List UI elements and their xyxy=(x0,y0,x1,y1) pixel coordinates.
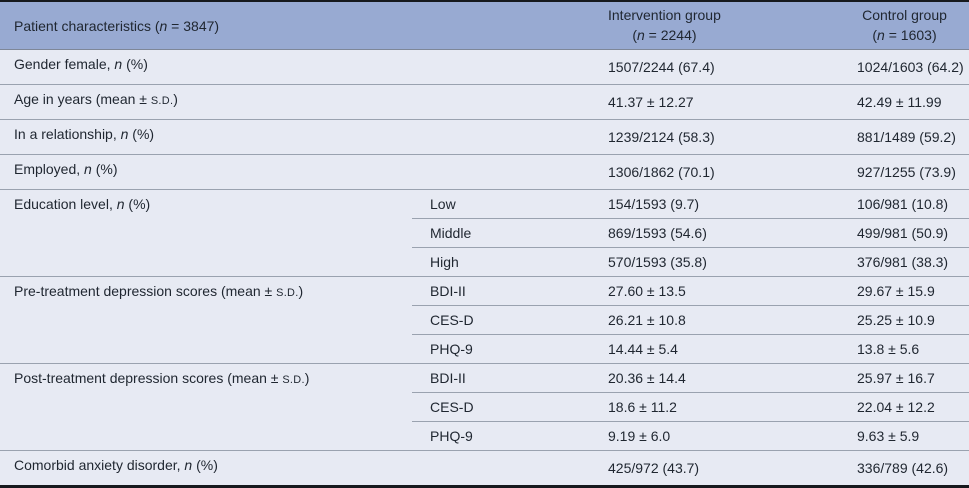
intervention-value-cell: 9.19 ± 6.0 xyxy=(590,421,840,451)
control-value-cell: 376/981 (38.3) xyxy=(840,247,969,277)
header-intervention-line1: Intervention group xyxy=(608,7,721,24)
control-value-cell: 927/1255 (73.9) xyxy=(840,154,969,190)
table-row: High 570/1593 (35.8) 376/981 (38.3) xyxy=(0,247,969,277)
header-control-group: Control group (n = 1603) xyxy=(840,1,969,50)
intervention-value-cell: 20.36 ± 14.4 xyxy=(590,363,840,393)
table-row: PHQ-9 14.44 ± 5.4 13.8 ± 5.6 xyxy=(0,334,969,364)
intervention-value-cell: 1306/1862 (70.1) xyxy=(590,154,840,190)
table-row: Comorbid anxiety disorder, n (%) 425/972 … xyxy=(0,450,969,487)
control-value-cell: 22.04 ± 12.2 xyxy=(840,392,969,422)
table-row: Middle 869/1593 (54.6) 499/981 (50.9) xyxy=(0,218,969,248)
table-row: Education level, n (%) Low 154/1593 (9.7) 1… xyxy=(0,189,969,277)
intervention-value-cell: 1507/2244 (67.4) xyxy=(590,49,840,85)
control-value-cell: 881/1489 (59.2) xyxy=(840,119,969,155)
intervention-value-cell: 570/1593 (35.8) xyxy=(590,247,840,277)
row-sub-cell: PHQ-9 xyxy=(412,334,590,364)
row-sub-cell: Low xyxy=(412,189,590,219)
table-row: Employed, n (%) 1306/1862 (70.1) 927/1255 … xyxy=(0,154,969,190)
intervention-value-cell: 869/1593 (54.6) xyxy=(590,218,840,248)
control-value-cell: 13.8 ± 5.6 xyxy=(840,334,969,364)
table-row: CES-D 18.6 ± 11.2 22.04 ± 12.2 xyxy=(0,392,969,422)
intervention-value-cell: 1239/2124 (58.3) xyxy=(590,119,840,155)
row-sub-cell: BDI-II xyxy=(412,363,590,393)
row-label-cell: Post-treatment depression scores (mean ±… xyxy=(0,363,412,451)
row-sub-cell xyxy=(412,84,590,120)
row-label-cell: In a relationship, n (%) xyxy=(0,119,412,155)
row-sub-cell xyxy=(412,119,590,155)
row-label-cell: Employed, n (%) xyxy=(0,154,412,190)
table-body: Gender female, n (%) 1507/2244 (67.4) 1024… xyxy=(0,49,969,487)
table-row: CES-D 26.21 ± 10.8 25.25 ± 10.9 xyxy=(0,305,969,335)
control-value-cell: 336/789 (42.6) xyxy=(840,450,969,487)
row-label-cell: Gender female, n (%) xyxy=(0,49,412,85)
row-sub-cell: CES-D xyxy=(412,392,590,422)
control-value-cell: 25.25 ± 10.9 xyxy=(840,305,969,335)
header-spacer-cell xyxy=(412,1,590,50)
control-value-cell: 106/981 (10.8) xyxy=(840,189,969,219)
row-label-cell: Pre-treatment depression scores (mean ± … xyxy=(0,276,412,364)
intervention-value-cell: 26.21 ± 10.8 xyxy=(590,305,840,335)
table-row: Pre-treatment depression scores (mean ± … xyxy=(0,276,969,364)
control-value-cell: 42.49 ± 11.99 xyxy=(840,84,969,120)
header-intervention-group: Intervention group (n = 2244) xyxy=(590,1,840,50)
control-value-cell: 29.67 ± 15.9 xyxy=(840,276,969,306)
row-sub-cell xyxy=(412,49,590,85)
intervention-value-cell: 425/972 (43.7) xyxy=(590,450,840,487)
row-sub-cell: High xyxy=(412,247,590,277)
control-value-cell: 499/981 (50.9) xyxy=(840,218,969,248)
row-sub-cell: CES-D xyxy=(412,305,590,335)
row-label-cell: Education level, n (%) xyxy=(0,189,412,277)
intervention-value-cell: 14.44 ± 5.4 xyxy=(590,334,840,364)
row-label-cell: Age in years (mean ± s.d.) xyxy=(0,84,412,120)
table-row: Age in years (mean ± s.d.) 41.37 ± 12.27 4… xyxy=(0,84,969,120)
table-row: Post-treatment depression scores (mean ±… xyxy=(0,363,969,451)
intervention-value-cell: 41.37 ± 12.27 xyxy=(590,84,840,120)
row-sub-cell: Middle xyxy=(412,218,590,248)
row-sub-cell xyxy=(412,154,590,190)
row-sub-cell: PHQ-9 xyxy=(412,421,590,451)
table-row: In a relationship, n (%) 1239/2124 (58.3)… xyxy=(0,119,969,155)
control-value-cell: 9.63 ± 5.9 xyxy=(840,421,969,451)
row-sub-cell: BDI-II xyxy=(412,276,590,306)
header-intervention-line2: (n = 2244) xyxy=(632,26,697,43)
control-value-cell: 25.97 ± 16.7 xyxy=(840,363,969,393)
intervention-value-cell: 154/1593 (9.7) xyxy=(590,189,840,219)
header-control-line2: (n = 1603) xyxy=(872,26,937,43)
table-row: Gender female, n (%) 1507/2244 (67.4) 1024… xyxy=(0,49,969,85)
row-sub-cell xyxy=(412,450,590,487)
header-characteristics: Patient characteristics (n = 3847) xyxy=(0,1,412,50)
row-label-cell: Comorbid anxiety disorder, n (%) xyxy=(0,450,412,487)
table-header-row: Patient characteristics (n = 3847) Inter… xyxy=(0,1,969,50)
control-value-cell: 1024/1603 (64.2) xyxy=(840,49,969,85)
header-control-line1: Control group xyxy=(862,7,947,24)
intervention-value-cell: 27.60 ± 13.5 xyxy=(590,276,840,306)
intervention-value-cell: 18.6 ± 11.2 xyxy=(590,392,840,422)
